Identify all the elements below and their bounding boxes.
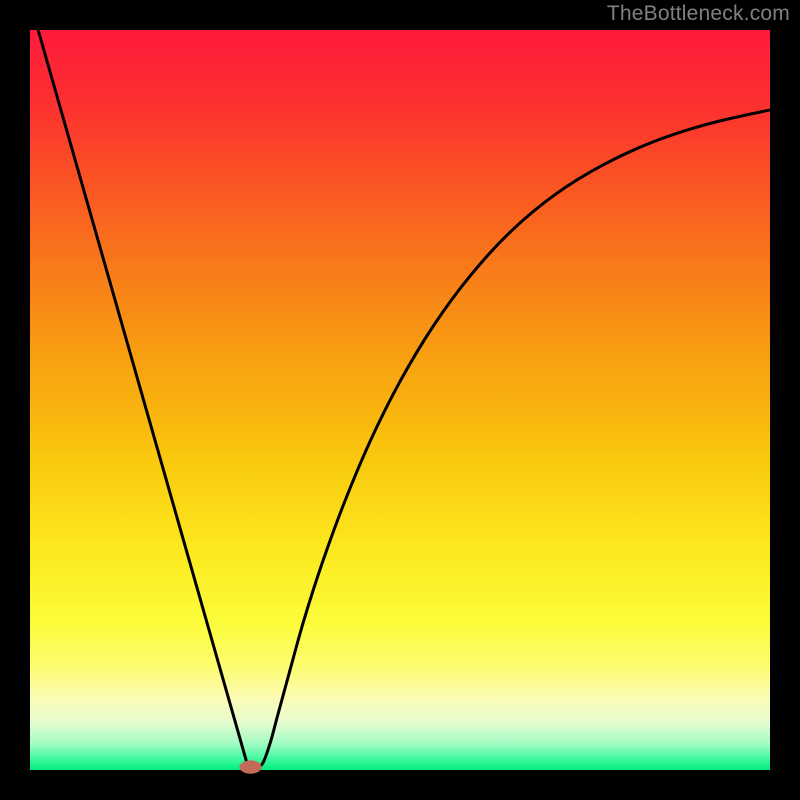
- chart-container: TheBottleneck.com: [0, 0, 800, 800]
- optimal-point-marker: [239, 760, 261, 773]
- bottleneck-chart: [0, 0, 800, 800]
- watermark-text: TheBottleneck.com: [607, 2, 790, 26]
